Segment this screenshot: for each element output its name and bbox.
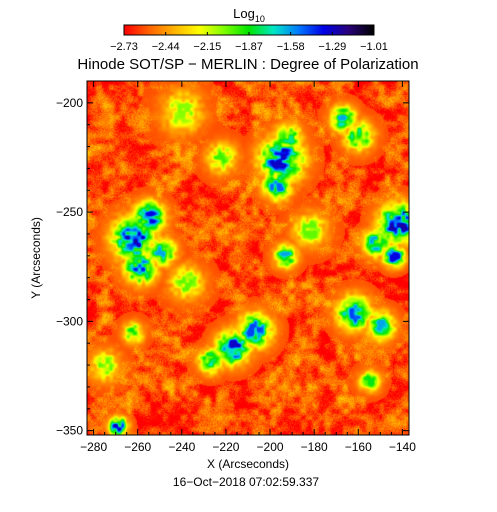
colorbar-title: Log10 <box>233 6 265 24</box>
colorbar-tick-label: −1.29 <box>318 41 346 53</box>
colorbar-title-base: Log <box>233 6 255 21</box>
x-tick-label: −220 <box>212 440 239 454</box>
colorbar-ticks: −2.73 −2.44 −2.15 −1.87 −1.58 −1.29 −1.01 <box>110 32 388 53</box>
y-tick-label: −350 <box>56 424 83 438</box>
colorbar-tick-label: −2.15 <box>193 41 221 53</box>
x-tick-label: −160 <box>345 440 372 454</box>
chart-title: Hinode SOT/SP − MERLIN : Degree of Polar… <box>77 56 418 73</box>
x-tick-label: −200 <box>257 440 284 454</box>
x-tick-label: −280 <box>80 440 107 454</box>
colorbar-tick-label: −1.58 <box>277 41 305 53</box>
y-axis-label: Y (Arcseconds) <box>29 217 43 299</box>
colorbar-tick-label: −2.73 <box>110 41 138 53</box>
x-tick-label: −140 <box>389 440 416 454</box>
x-axis-ticks: −280 −260 −240 −220 −200 −180 −160 −140 <box>80 81 416 454</box>
colorbar-tick-label: −1.87 <box>235 41 263 53</box>
x-tick-label: −180 <box>301 440 328 454</box>
colorbar-gradient <box>124 25 374 35</box>
observation-timestamp: 16−Oct−2018 07:02:59.337 <box>173 475 319 489</box>
colorbar-tick-label: −1.01 <box>360 41 388 53</box>
x-axis-label: X (Arcseconds) <box>207 457 289 471</box>
polarization-heatmap <box>87 81 409 435</box>
colorbar-tick-label: −2.44 <box>152 41 180 53</box>
colorbar: Log10 −2.73 −2.44 −2.15 −1.87 −1.58 −1.29 −1.0… <box>110 6 388 53</box>
x-tick-label: −260 <box>124 440 151 454</box>
y-tick-label: −250 <box>56 205 83 219</box>
x-tick-label: −240 <box>168 440 195 454</box>
y-tick-label: −200 <box>56 96 83 110</box>
y-axis-ticks: −200 −250 −300 −350 <box>56 80 409 438</box>
plot-area: −280 −260 −240 −220 −200 −180 −160 −140 −200 −25… <box>56 80 416 454</box>
y-tick-label: −300 <box>56 314 83 328</box>
colorbar-title-subscript: 10 <box>255 14 265 24</box>
